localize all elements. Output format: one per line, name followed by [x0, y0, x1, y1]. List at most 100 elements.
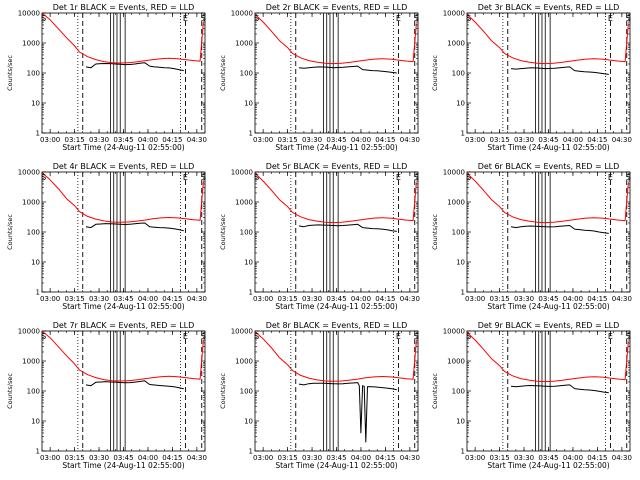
series-lld-line [41, 172, 204, 223]
x-tick-label: 04:00 [138, 136, 158, 144]
marker-label-e: E [396, 14, 401, 23]
y-axis-label: Counts/sec [6, 55, 14, 91]
y-tick-label: 10 [244, 100, 253, 108]
x-tick-label: 03:00 [465, 454, 485, 462]
marker-label-e: E [608, 332, 613, 341]
y-tick-label: 100 [240, 70, 253, 78]
y-tick-label: 1 [249, 289, 253, 297]
y-tick-label: 10000 [443, 169, 465, 177]
y-tick-label: 1000 [447, 40, 465, 48]
x-axis-label: Start Time (24-Aug-11 02:55:00) [275, 302, 397, 311]
marker-label-s: S [466, 332, 471, 341]
x-tick-label: 04:00 [563, 454, 583, 462]
y-axis-label: Counts/sec [6, 373, 14, 409]
marker-label-e: E [183, 14, 188, 23]
series-lld-line [466, 173, 629, 224]
y-tick-label: 1 [461, 130, 465, 138]
marker-label-s: S [626, 14, 631, 23]
panel-title: Det 1r BLACK = Events, RED = LLD [53, 3, 195, 12]
y-tick-label: 10 [31, 259, 40, 267]
panel-det-7: Det 7r BLACK = Events, RED = LLD 1 10 100 10… [6, 321, 207, 470]
x-tick-label: 03:45 [326, 454, 346, 462]
y-tick-label: 1000 [22, 40, 40, 48]
marker-label-s: S [414, 14, 419, 23]
x-tick-label: 04:00 [351, 136, 371, 144]
x-tick-label: 04:30 [187, 295, 207, 303]
x-tick-label: 04:15 [587, 454, 607, 462]
x-tick-label: 03:30 [302, 295, 322, 303]
y-axis-label: Counts/sec [431, 214, 439, 250]
x-tick-label: 03:45 [113, 295, 133, 303]
x-tick-label: 03:45 [113, 136, 133, 144]
x-tick-label: 04:30 [400, 454, 420, 462]
x-tick-label: 03:45 [326, 136, 346, 144]
y-tick-label: 100 [27, 388, 40, 396]
x-tick-label: 03:15 [65, 295, 85, 303]
x-tick-label: 03:30 [514, 295, 534, 303]
y-tick-label: 1000 [235, 358, 253, 366]
series-events-line [298, 223, 397, 232]
marker-label-e: E [183, 332, 188, 341]
y-tick-label: 10000 [443, 10, 465, 18]
x-tick-label: 04:30 [400, 295, 420, 303]
x-tick-label: 03:15 [65, 454, 85, 462]
y-tick-label: 10 [456, 100, 465, 108]
panel-title: Det 3r BLACK = Events, RED = LLD [478, 3, 620, 12]
y-tick-label: 1000 [235, 199, 253, 207]
marker-label-s: S [254, 173, 259, 182]
y-axis-label: Counts/sec [6, 214, 14, 250]
series-events-line [85, 380, 184, 390]
x-tick-label: 03:45 [538, 295, 558, 303]
y-tick-label: 1000 [447, 358, 465, 366]
x-tick-label: 03:45 [538, 454, 558, 462]
x-tick-label: 04:30 [400, 136, 420, 144]
x-tick-label: 04:15 [162, 454, 182, 462]
marker-label-e: E [608, 173, 613, 182]
y-tick-label: 100 [452, 229, 465, 237]
y-tick-label: 10 [244, 259, 253, 267]
series-lld-line [466, 332, 629, 383]
x-tick-label: 04:30 [187, 136, 207, 144]
x-tick-label: 03:00 [253, 295, 273, 303]
panel-det-1: Det 1r BLACK = Events, RED = LLD 1 10 100 10… [6, 3, 207, 152]
x-tick-label: 03:30 [89, 454, 109, 462]
y-tick-label: 10 [31, 418, 40, 426]
y-tick-label: 1 [461, 289, 465, 297]
y-tick-label: 100 [452, 388, 465, 396]
series-events-line [298, 382, 397, 443]
y-tick-label: 1000 [22, 358, 40, 366]
panel-title: Det 4r BLACK = Events, RED = LLD [53, 162, 195, 171]
panel-det-5: Det 5r BLACK = Events, RED = LLD 1 10 100 10… [219, 162, 420, 311]
x-tick-label: 03:15 [490, 454, 510, 462]
series-lld-line [254, 331, 417, 382]
y-tick-label: 1 [36, 448, 40, 456]
y-tick-label: 10 [244, 418, 253, 426]
panel-title: Det 6r BLACK = Events, RED = LLD [478, 162, 620, 171]
y-axis-label: Counts/sec [219, 373, 227, 409]
series-lld-line [41, 12, 204, 64]
y-tick-label: 1000 [235, 40, 253, 48]
y-tick-label: 10000 [443, 328, 465, 336]
series-events-line [510, 384, 609, 394]
x-axis-label: Start Time (24-Aug-11 02:55:00) [487, 302, 609, 311]
x-tick-label: 03:15 [65, 136, 85, 144]
x-tick-label: 04:30 [612, 295, 632, 303]
x-tick-label: 04:30 [612, 454, 632, 462]
series-events-line [298, 65, 397, 74]
y-tick-label: 100 [240, 229, 253, 237]
y-tick-label: 1 [461, 448, 465, 456]
x-tick-label: 03:00 [465, 295, 485, 303]
panel-title: Det 8r BLACK = Events, RED = LLD [266, 321, 408, 330]
x-tick-label: 03:30 [302, 454, 322, 462]
x-tick-label: 04:00 [563, 295, 583, 303]
marker-label-s: S [201, 332, 206, 341]
x-tick-label: 04:30 [187, 454, 207, 462]
x-tick-label: 03:00 [253, 454, 273, 462]
x-tick-label: 03:45 [326, 295, 346, 303]
x-tick-label: 04:15 [375, 136, 395, 144]
y-tick-label: 10000 [18, 169, 40, 177]
y-axis-label: Counts/sec [431, 373, 439, 409]
series-events-line [85, 62, 184, 72]
series-events-line [510, 225, 609, 234]
y-tick-label: 10000 [231, 169, 253, 177]
